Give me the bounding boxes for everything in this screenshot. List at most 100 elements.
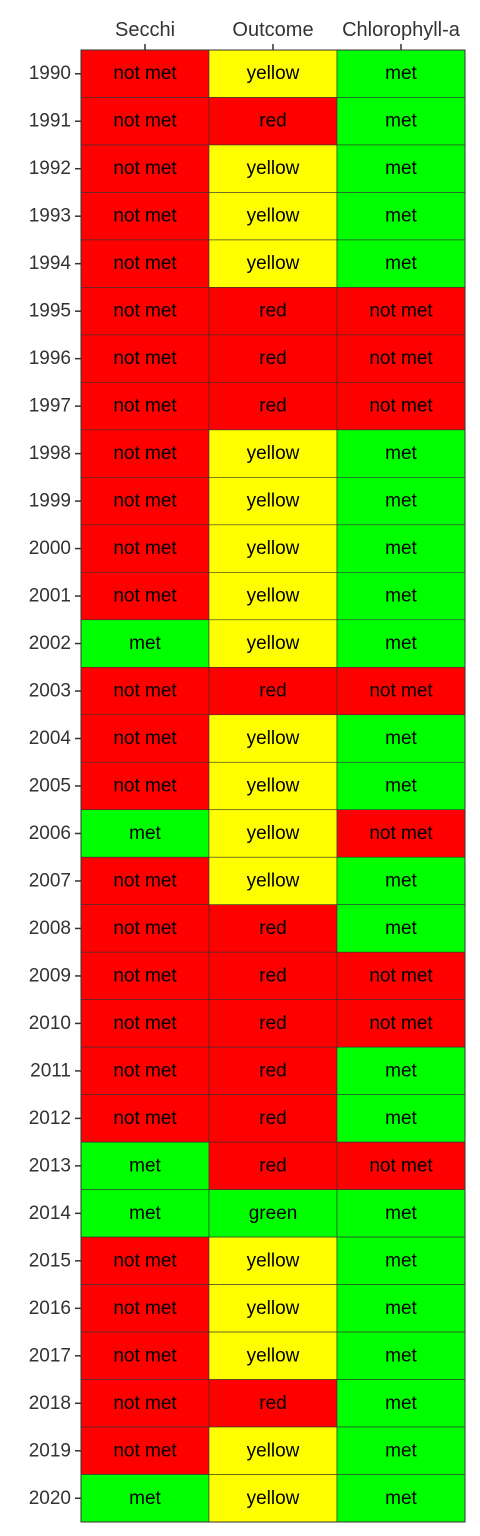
y-tick-label: 2010 — [29, 1013, 71, 1034]
panel-border — [80, 49, 466, 1523]
cell-2010-0 — [80, 999, 210, 1048]
cell-label: not met — [113, 396, 177, 417]
cell-2008-2 — [336, 904, 466, 953]
cell-2003-0 — [80, 666, 210, 716]
cell-label: not met — [113, 1440, 177, 1461]
cell-2017-1 — [208, 1331, 338, 1380]
cell-1998-2 — [336, 429, 466, 478]
cell-2018-0 — [80, 1379, 210, 1428]
y-tick-label: 1999 — [29, 491, 71, 512]
y-tick-label: 2005 — [29, 776, 71, 797]
cell-2006-1 — [208, 809, 338, 858]
cell-label: met — [129, 1203, 161, 1224]
cell-2017-0 — [80, 1331, 210, 1380]
cell-1993-2 — [336, 192, 466, 241]
cell-2004-0 — [80, 714, 210, 763]
column-label: Chlorophyll-a — [342, 19, 461, 41]
y-tick-label: 1991 — [29, 111, 71, 132]
cell-label: yellow — [247, 728, 300, 749]
cell-label: met — [129, 633, 161, 654]
cell-2007-2 — [336, 856, 466, 906]
cell-label: red — [259, 111, 286, 132]
y-axis: 1990 1991 1992 1993 1994 1995 1996 1997 1998 1999… — [29, 63, 81, 1509]
cell-label: not met — [113, 586, 177, 607]
cell-label: yellow — [247, 870, 300, 891]
cell-label: met — [385, 633, 417, 654]
y-tick-label: 1994 — [29, 253, 72, 274]
cell-label: not met — [113, 253, 177, 274]
y-tick-label: 2014 — [29, 1203, 72, 1224]
cell-label: not met — [113, 1013, 177, 1034]
cell-label: not met — [113, 965, 177, 986]
cell-2016-2 — [336, 1284, 466, 1333]
y-tick-label: 1993 — [29, 206, 71, 227]
cell-label: met — [385, 1440, 417, 1461]
cell-label: met — [385, 1250, 417, 1271]
cell-label: not met — [113, 443, 177, 464]
y-tick-label: 1997 — [29, 396, 71, 417]
y-tick-label: 2003 — [29, 681, 71, 702]
cell-label: yellow — [247, 63, 300, 84]
cell-label: yellow — [247, 206, 300, 227]
cell-2001-2 — [336, 572, 466, 621]
cell-label: met — [385, 158, 417, 179]
cell-label: yellow — [247, 1298, 300, 1319]
y-tick-label: 2008 — [29, 918, 71, 939]
cell-label: not met — [113, 301, 177, 322]
cell-1991-2 — [336, 97, 466, 146]
cell-label: met — [385, 1060, 417, 1081]
cell-2018-1 — [208, 1379, 338, 1428]
cell-1994-2 — [336, 239, 466, 288]
cell-label: not met — [113, 348, 177, 369]
cell-label: not met — [113, 1060, 177, 1081]
cell-label: not met — [113, 728, 177, 749]
cell-label: not met — [369, 965, 433, 986]
cell-label: yellow — [247, 1250, 300, 1271]
cell-1999-0 — [80, 477, 210, 526]
cell-1990-0 — [80, 49, 210, 98]
y-tick-label: 2011 — [30, 1060, 71, 1081]
cell-2005-0 — [80, 761, 210, 811]
cell-label: yellow — [247, 253, 300, 274]
cell-1996-1 — [208, 334, 338, 383]
cell-label: not met — [113, 1393, 177, 1414]
cell-2015-0 — [80, 1236, 210, 1285]
cell-label: met — [129, 823, 161, 844]
cell-2017-2 — [336, 1331, 466, 1380]
cell-label: met — [385, 1488, 417, 1509]
cell-2020-1 — [208, 1474, 338, 1523]
cell-label: not met — [113, 681, 177, 702]
cell-2000-0 — [80, 524, 210, 573]
cell-label: met — [385, 918, 417, 939]
cell-label: met — [129, 1488, 161, 1509]
cell-label: red — [259, 918, 286, 939]
cell-label: met — [385, 586, 417, 607]
cell-2005-2 — [336, 761, 466, 811]
cell-label: met — [385, 1393, 417, 1414]
cell-label: red — [259, 1155, 286, 1176]
cell-2008-1 — [208, 904, 338, 953]
cell-2010-1 — [208, 999, 338, 1048]
y-tick-label: 2000 — [29, 538, 71, 559]
cell-label: yellow — [247, 443, 300, 464]
y-tick-label: 2002 — [29, 633, 71, 654]
cell-1995-1 — [208, 287, 338, 336]
cell-label: met — [385, 538, 417, 559]
cell-2005-1 — [208, 761, 338, 811]
cell-label: not met — [369, 823, 433, 844]
cell-label: not met — [369, 301, 433, 322]
cell-2018-2 — [336, 1379, 466, 1428]
cell-label: met — [385, 443, 417, 464]
cell-1999-1 — [208, 477, 338, 526]
cell-label: not met — [113, 206, 177, 227]
cell-2006-2 — [336, 809, 466, 858]
cell-label: yellow — [247, 1440, 300, 1461]
cell-label: met — [129, 1155, 161, 1176]
y-tick-label: 2016 — [29, 1298, 71, 1319]
cell-2012-2 — [336, 1094, 466, 1143]
cell-2019-1 — [208, 1426, 338, 1475]
cell-1994-0 — [80, 239, 210, 288]
cell-label: red — [259, 1013, 286, 1034]
cell-2011-0 — [80, 1046, 210, 1095]
